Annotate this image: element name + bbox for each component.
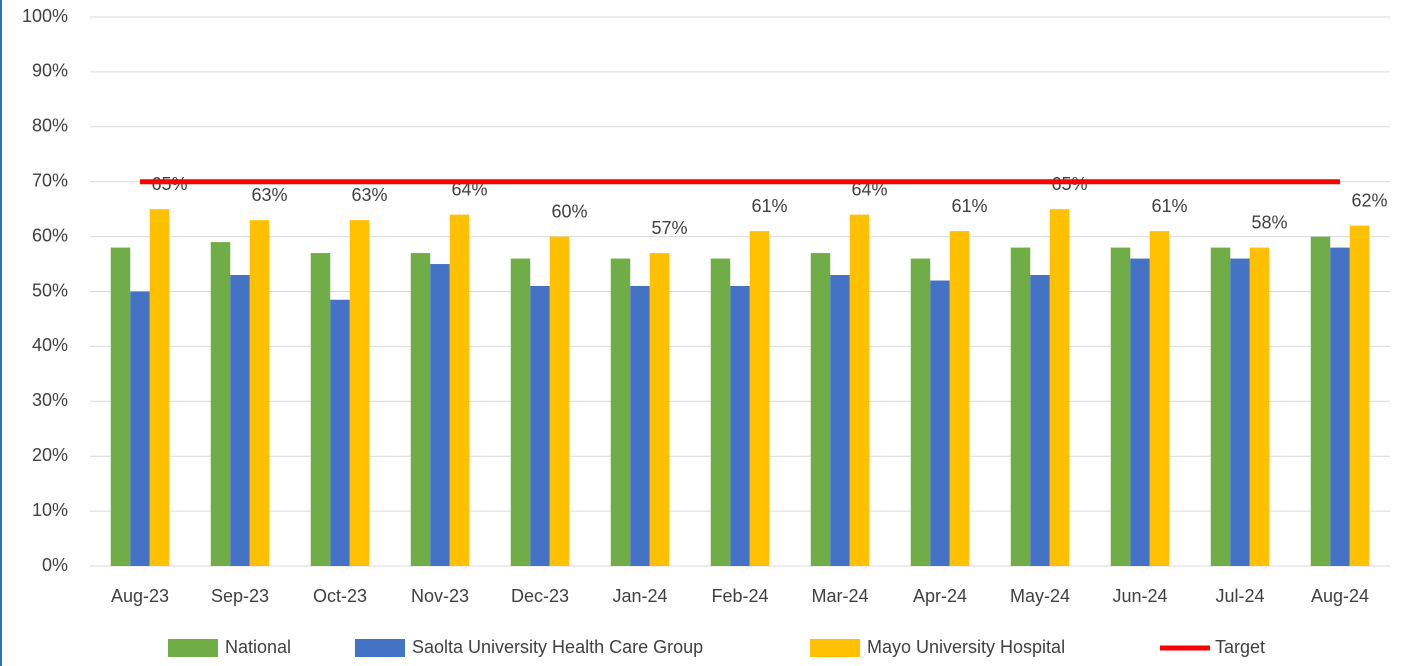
- x-tick-label: Aug-23: [111, 586, 169, 606]
- bar: [310, 253, 331, 566]
- bar: [1149, 231, 1170, 567]
- bar: [249, 220, 270, 566]
- legend-label: Target: [1215, 637, 1265, 657]
- data-label: 58%: [1251, 212, 1287, 232]
- bar: [1210, 247, 1231, 566]
- bar: [149, 209, 170, 566]
- legend-label: Mayo University Hospital: [867, 637, 1065, 657]
- data-label: 64%: [851, 179, 887, 199]
- x-tick-label: Mar-24: [811, 586, 868, 606]
- bar: [210, 242, 231, 566]
- bar: [1349, 225, 1370, 566]
- bar: [549, 236, 570, 566]
- x-tick-label: Feb-24: [711, 586, 768, 606]
- y-tick-label: 60%: [32, 225, 68, 245]
- y-tick-label: 10%: [32, 500, 68, 520]
- legend-swatch: [355, 639, 405, 657]
- bar: [1010, 247, 1031, 566]
- data-label: 57%: [651, 218, 687, 238]
- bar: [749, 231, 770, 567]
- bar: [1249, 247, 1270, 566]
- bar: [710, 258, 731, 566]
- data-label: 64%: [451, 179, 487, 199]
- x-tick-label: May-24: [1010, 586, 1070, 606]
- bar: [1110, 247, 1131, 566]
- x-tick-label: Jan-24: [612, 586, 667, 606]
- y-tick-label: 0%: [42, 555, 68, 575]
- bar: [830, 275, 850, 566]
- bar: [1130, 258, 1150, 566]
- bar: [1030, 275, 1050, 566]
- bar: [330, 299, 350, 566]
- y-tick-label: 70%: [32, 170, 68, 190]
- data-label: 61%: [751, 196, 787, 216]
- legend-label: Saolta University Health Care Group: [412, 637, 703, 657]
- bar: [649, 253, 670, 566]
- y-tick-label: 40%: [32, 335, 68, 355]
- x-tick-label: Jun-24: [1112, 586, 1167, 606]
- bar: [130, 291, 150, 566]
- bar: [1310, 236, 1331, 566]
- bar: [230, 275, 250, 566]
- bar: [1230, 258, 1250, 566]
- bar: [430, 264, 450, 566]
- bar: [449, 214, 470, 566]
- data-label: 61%: [951, 196, 987, 216]
- x-tick-label: Sep-23: [211, 586, 269, 606]
- data-label: 62%: [1351, 190, 1387, 210]
- x-tick-label: Nov-23: [411, 586, 469, 606]
- x-tick-label: Aug-24: [1311, 586, 1369, 606]
- y-tick-label: 80%: [32, 116, 68, 136]
- x-tick-label: Apr-24: [913, 586, 967, 606]
- data-label: 60%: [551, 201, 587, 221]
- bar: [949, 231, 970, 567]
- bar: [610, 258, 631, 566]
- legend-swatch: [810, 639, 860, 657]
- x-tick-label: Jul-24: [1215, 586, 1264, 606]
- bar: [910, 258, 931, 566]
- x-tick-label: Dec-23: [511, 586, 569, 606]
- bar: [410, 253, 431, 566]
- bar: [110, 247, 131, 566]
- bar: [349, 220, 370, 566]
- bar: [730, 286, 750, 566]
- bar: [510, 258, 531, 566]
- x-tick-label: Oct-23: [313, 586, 367, 606]
- data-label: 63%: [251, 185, 287, 205]
- legend-swatch: [168, 639, 218, 657]
- bar: [1049, 209, 1070, 566]
- bar: [930, 280, 950, 566]
- legend-label: National: [225, 637, 291, 657]
- bar: [530, 286, 550, 566]
- y-tick-label: 90%: [32, 61, 68, 81]
- y-tick-label: 100%: [22, 6, 68, 26]
- y-tick-label: 50%: [32, 280, 68, 300]
- y-tick-label: 30%: [32, 390, 68, 410]
- data-label: 63%: [351, 185, 387, 205]
- bar: [810, 253, 831, 566]
- bar: [1330, 247, 1350, 566]
- y-tick-label: 20%: [32, 445, 68, 465]
- bar: [630, 286, 650, 566]
- data-label: 61%: [1151, 196, 1187, 216]
- bar: [849, 214, 870, 566]
